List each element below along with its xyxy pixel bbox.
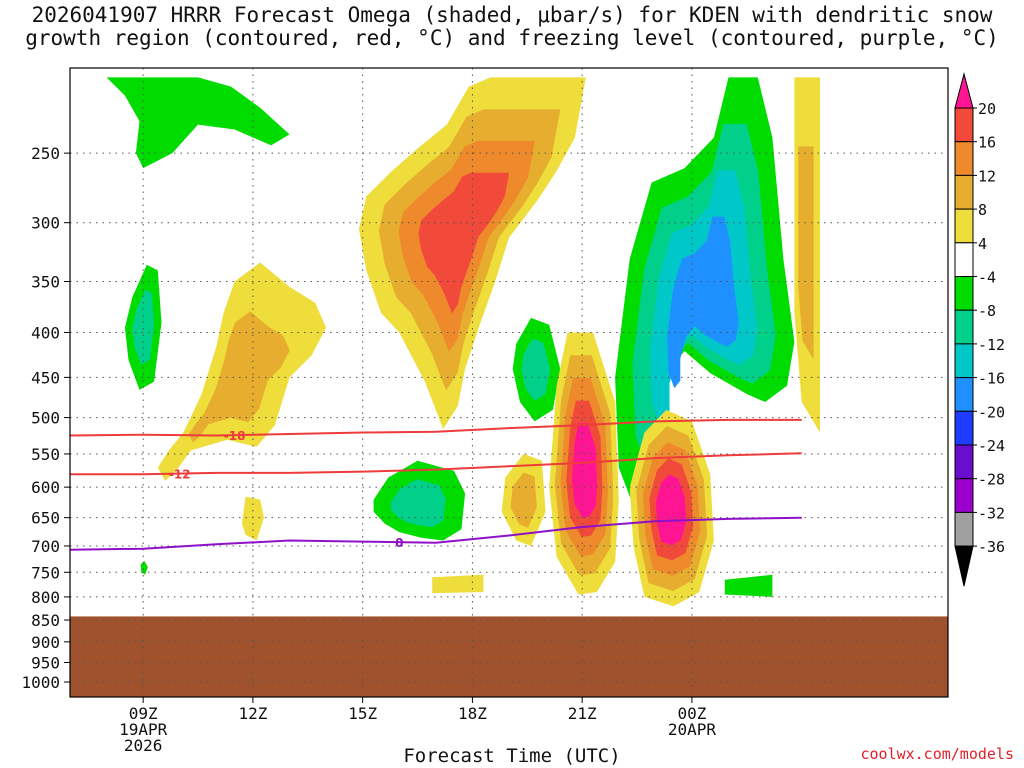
title-line-1: 2026041907 HRRR Forecast Omega (shaded, … xyxy=(31,3,993,27)
ground-fill xyxy=(70,616,948,697)
omega-region-subsidence-strong-2330z-level-4 xyxy=(655,474,687,546)
omega-region-ascent-upper-left-level-0 xyxy=(106,77,290,169)
grid-lines xyxy=(70,68,948,697)
credit-text: coolwx.com/models xyxy=(860,745,1014,763)
y-tick-label-450: 450 xyxy=(31,368,60,387)
contour-label-dgz-bottom: -12 xyxy=(169,468,191,482)
x-tick-label-18Z: 18Z xyxy=(458,704,487,723)
colorbar-segment-4 xyxy=(954,242,974,278)
x-axis-title: Forecast Time (UTC) xyxy=(403,745,621,767)
contour-label-dgz-top: -18 xyxy=(224,429,246,443)
colorbar-segment-3 xyxy=(954,208,974,244)
colorbar-bottom-triangle xyxy=(954,545,974,587)
omega-region-subsidence-far-right-level-1 xyxy=(798,146,814,360)
omega-region-ascent-right-level-3 xyxy=(667,216,739,389)
y-tick-label-650: 650 xyxy=(31,509,60,528)
y-tick-label-750: 750 xyxy=(31,563,60,582)
colorbar: 20 16 12 8 4 -4 -8 -12 -16 -20 -24 -28 -32 -36 xyxy=(954,72,1005,587)
colorbar-segment-9 xyxy=(954,410,974,446)
omega-shading xyxy=(106,77,820,607)
y-tick-label-950: 950 xyxy=(31,653,60,672)
x-tick-label-09Z: 09Z xyxy=(129,704,158,723)
colorbar-label-13: -36 xyxy=(978,538,1005,556)
x-tick-sublabel-00Z: 20APR xyxy=(668,720,717,739)
colorbar-label-7: -12 xyxy=(978,336,1005,354)
x-tick-year-09Z: 2026 xyxy=(124,736,163,755)
y-tick-label-550: 550 xyxy=(31,445,60,464)
colorbar-label-8: -16 xyxy=(978,370,1005,388)
colorbar-label-5: -4 xyxy=(978,269,996,287)
colorbar-label-2: 12 xyxy=(978,167,996,185)
colorbar-top-triangle xyxy=(954,72,974,109)
x-tick-label-00Z: 00Z xyxy=(677,704,706,723)
colorbar-segment-0 xyxy=(954,107,974,143)
omega-region-subsidence-lower-small-level-0 xyxy=(432,574,484,594)
colorbar-segment-2 xyxy=(954,174,974,210)
colorbar-label-6: -8 xyxy=(978,302,996,320)
colorbar-label-0: 20 xyxy=(978,100,996,118)
y-tick-label-250: 250 xyxy=(31,144,60,163)
y-tick-label-800: 800 xyxy=(31,588,60,607)
x-tick-sublabel-09Z: 19APR xyxy=(119,720,168,739)
x-tick-label-12Z: 12Z xyxy=(238,704,267,723)
contour-dgz-top xyxy=(70,418,802,437)
colorbar-segment-7 xyxy=(954,343,974,379)
colorbar-label-4: 4 xyxy=(978,235,987,253)
omega-region-ascent-left-1-level-1 xyxy=(132,289,155,365)
x-tick-label-15Z: 15Z xyxy=(348,704,377,723)
colorbar-segment-8 xyxy=(954,377,974,412)
colorbar-segment-10 xyxy=(954,444,974,480)
contour-freezing-level xyxy=(70,516,802,551)
contour-lines: -18 -12 0 xyxy=(70,418,802,551)
colorbar-label-3: 8 xyxy=(978,201,987,219)
y-tick-label-700: 700 xyxy=(31,537,60,556)
omega-region-ascent-left-small-level-0 xyxy=(140,560,148,575)
title-line-2: growth region (contoured, red, °C) and f… xyxy=(25,26,999,50)
contour-dgz-bottom xyxy=(70,452,802,476)
ground-rect xyxy=(70,616,948,697)
colorbar-segment-1 xyxy=(954,141,974,176)
omega-region-ascent-mid-2-level-1 xyxy=(521,338,550,401)
omega-region-ascent-lower-right-level-0 xyxy=(724,574,773,597)
omega-region-ascent-mid-level-1 xyxy=(390,479,446,528)
colorbar-segment-5 xyxy=(954,276,974,311)
x-tick-label-21Z: 21Z xyxy=(568,704,597,723)
y-tick-label-500: 500 xyxy=(31,409,60,428)
y-tick-label-300: 300 xyxy=(31,214,60,233)
colorbar-segment-6 xyxy=(954,309,974,345)
omega-region-subsidence-upper-level-3 xyxy=(418,172,510,314)
y-tick-label-400: 400 xyxy=(31,323,60,342)
colorbar-segment-11 xyxy=(954,478,974,513)
omega-region-subsidence-small-left-level-0 xyxy=(241,496,264,541)
y-tick-label-600: 600 xyxy=(31,478,60,497)
y-tick-label-350: 350 xyxy=(31,273,60,292)
colorbar-label-12: -32 xyxy=(978,504,1005,522)
colorbar-label-1: 16 xyxy=(978,134,996,152)
y-tick-label-1000: 1000 xyxy=(21,673,60,692)
colorbar-segment-12 xyxy=(954,511,974,547)
y-tick-label-900: 900 xyxy=(31,633,60,652)
omega-region-subsidence-strong-21z-level-4 xyxy=(572,423,597,518)
colorbar-label-11: -28 xyxy=(978,471,1005,489)
omega-region-subsidence-mid-right-level-1 xyxy=(510,472,537,528)
plot-frame xyxy=(69,67,949,698)
colorbar-label-10: -24 xyxy=(978,437,1005,455)
y-axis: 250 300 350 400 450 500 550 600 650 700 750 800 850 9… xyxy=(21,144,70,692)
colorbar-label-9: -20 xyxy=(978,403,1005,421)
y-tick-label-850: 850 xyxy=(31,611,60,630)
contour-label-freezing-level: 0 xyxy=(395,536,403,550)
